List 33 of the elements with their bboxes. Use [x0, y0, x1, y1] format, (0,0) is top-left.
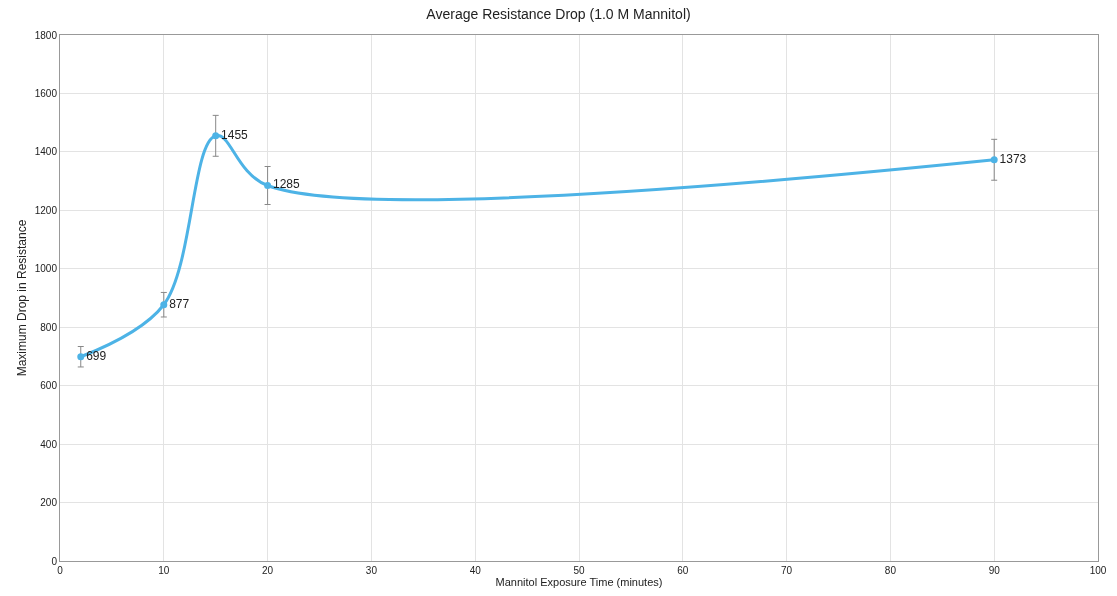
y-tick-label: 800 [40, 321, 58, 333]
x-tick-label: 40 [469, 565, 482, 576]
point [212, 132, 220, 140]
point [990, 156, 998, 164]
data-label: 1455 [221, 127, 249, 142]
y-tick-label: 1600 [34, 87, 58, 99]
x-tick-label: 70 [781, 565, 793, 576]
data-label: 699 [86, 348, 107, 363]
x-tick-label: 50 [573, 565, 585, 576]
y-tick-label: 1000 [34, 263, 58, 275]
y-tick-label: 1400 [34, 146, 58, 158]
x-axis-title: Mannitol Exposure Time (minutes) [495, 576, 663, 588]
x-tick-label: 90 [988, 565, 1001, 576]
point [77, 353, 85, 361]
y-tick-label: 0 [51, 555, 58, 567]
x-tick-label: 80 [884, 565, 897, 576]
data-label: 1373 [999, 151, 1027, 166]
chart-title: Average Resistance Drop (1.0 M Mannitol) [426, 5, 691, 22]
x-tick-label: 30 [365, 565, 378, 576]
x-tick-label: 10 [158, 565, 170, 576]
y-tick-label: 200 [40, 497, 58, 509]
y-axis-title: Maximum Drop in Resistance [15, 219, 29, 377]
x-tick-label: 20 [262, 565, 274, 576]
point [160, 301, 168, 309]
point [264, 181, 272, 189]
x-tick-label: 60 [677, 565, 689, 576]
y-tick-label: 600 [40, 380, 58, 392]
y-tick-label: 400 [40, 438, 58, 450]
data-label: 1285 [272, 177, 300, 192]
y-tick-label: 1800 [34, 29, 58, 41]
y-tick-label: 1200 [34, 204, 58, 216]
x-tick-label: 100 [1089, 565, 1107, 576]
data-label: 877 [169, 296, 190, 311]
